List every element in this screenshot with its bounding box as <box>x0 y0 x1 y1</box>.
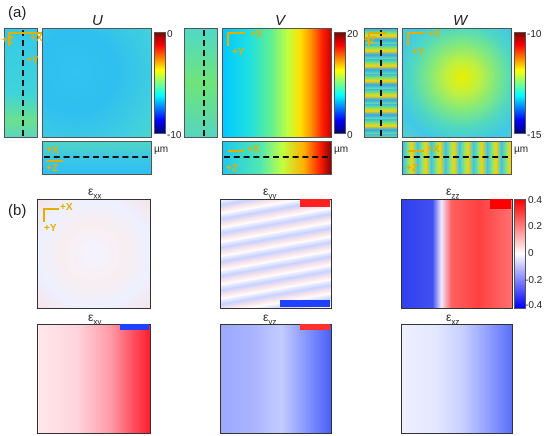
w-cbar-max: -10 <box>527 29 542 40</box>
strain-title-xy: εxy <box>88 310 102 327</box>
w-unit: µm <box>514 144 529 155</box>
axis-label-z: +Z <box>406 163 418 174</box>
axis-label-z: +Z <box>2 35 14 46</box>
strain-cbar-tick: 0.2 <box>528 221 542 232</box>
w-cbar-min: -15 <box>527 130 542 141</box>
strain-title-yz: εyz <box>263 310 277 327</box>
axis-label-x: +X <box>250 29 263 40</box>
axis-label-y: +Y <box>26 55 39 66</box>
axis-label-x: +X <box>60 202 73 213</box>
strain-title-xx: εxx <box>88 184 102 201</box>
u-cbar-max: 0 <box>167 29 173 40</box>
v-cbar-max: 20 <box>347 29 359 40</box>
axis-label-y: +Y <box>232 47 245 58</box>
axis-label-x: +X <box>428 29 441 40</box>
v-title: V <box>275 12 286 29</box>
strain-cbar-tick: 0 <box>528 248 534 259</box>
strain-map-yz <box>220 324 332 434</box>
u-top-map <box>42 28 152 138</box>
axis-label-y: +Y <box>44 223 57 234</box>
strain-cbar-tick: 0.4 <box>528 195 542 206</box>
strain-title-zz: εzz <box>446 184 460 201</box>
strain-map-yy <box>220 199 332 309</box>
v-cbar-min: 0 <box>347 130 353 141</box>
strain-title-yy: εyy <box>263 184 277 201</box>
v-side-map <box>184 28 218 138</box>
strain-map-xz <box>401 324 513 434</box>
u-title: U <box>92 12 103 29</box>
u-bottom-map <box>42 141 152 175</box>
axis-label-z: +Z <box>226 163 238 174</box>
panel-b-label: (b) <box>8 202 27 219</box>
axis-label-x: +X <box>46 145 59 156</box>
strain-map-xx <box>37 199 151 309</box>
v-colorbar <box>334 32 346 134</box>
strain-cbar-tick: -0.2 <box>525 275 543 286</box>
strain-map-xy <box>37 324 151 434</box>
u-cbar-min: -10 <box>167 130 182 141</box>
w-colorbar <box>514 32 526 134</box>
axis-label-y: +Y <box>412 47 425 58</box>
u-side-map <box>4 28 38 138</box>
strain-title-xz: εxz <box>446 310 460 327</box>
strain-map-zz <box>401 199 513 309</box>
v-bottom-map <box>222 141 332 175</box>
axis-label-x: +X <box>247 144 260 155</box>
axis-label-x: +X <box>30 33 43 44</box>
axis-label-x: +X <box>427 144 440 155</box>
v-unit: µm <box>334 144 349 155</box>
u-colorbar <box>154 32 166 134</box>
w-top-map <box>402 28 512 138</box>
v-top-map <box>222 28 332 138</box>
w-title: W <box>453 12 468 29</box>
axis-label-z: +Z <box>46 163 58 174</box>
u-unit: µm <box>154 144 169 155</box>
strain-colorbar <box>514 199 526 309</box>
axis-label-z: +Z <box>364 35 376 46</box>
panel-a-label: (a) <box>8 4 27 21</box>
w-bottom-map <box>402 141 512 175</box>
strain-cbar-tick: -0.4 <box>525 300 543 311</box>
